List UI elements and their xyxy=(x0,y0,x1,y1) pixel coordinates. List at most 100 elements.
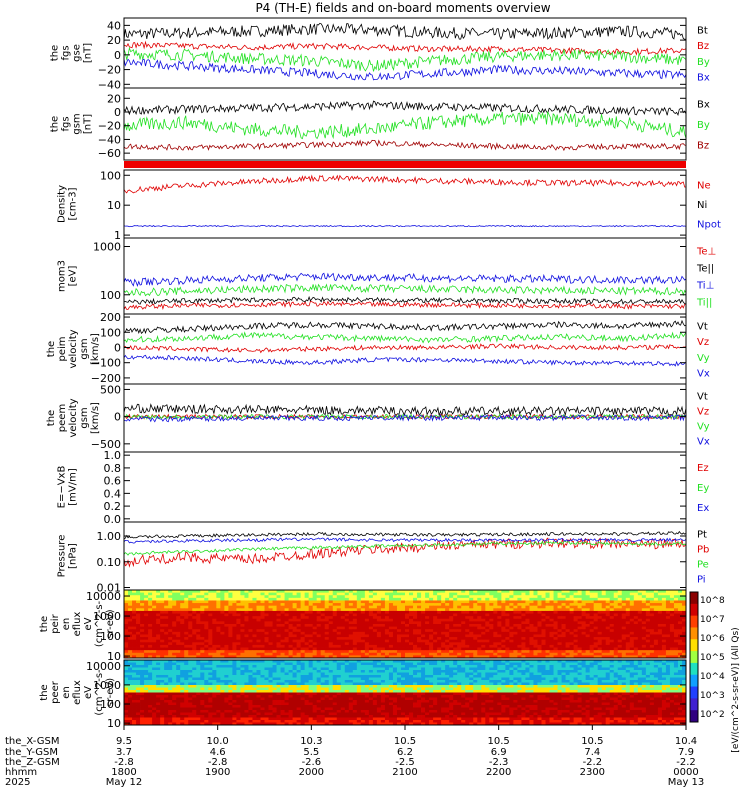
spectrogram-cell xyxy=(332,660,338,663)
spectrogram-cell xyxy=(421,621,426,625)
spectrogram-cell xyxy=(645,637,651,641)
legend-entry: Bz xyxy=(697,141,709,152)
spectrogram-cell xyxy=(228,652,233,656)
spectrogram-cell xyxy=(549,597,554,601)
spectrogram-cell xyxy=(469,652,474,656)
spectrogram-cell xyxy=(196,647,201,651)
spectrogram-cell xyxy=(561,637,566,641)
spectrogram-cell xyxy=(545,600,550,604)
spectrogram-cell xyxy=(336,672,342,676)
spectrogram-cell xyxy=(681,603,687,607)
spectrogram-cell xyxy=(352,670,358,673)
spectrogram-cell xyxy=(445,626,450,630)
spectrogram-cell xyxy=(232,595,237,599)
spectrogram-cell xyxy=(549,660,554,663)
spectrogram-cell xyxy=(485,675,490,678)
spectrogram-cell xyxy=(409,639,414,643)
spectrogram-cell xyxy=(284,603,289,607)
spectrogram-cell xyxy=(585,662,591,666)
spectrogram-cell xyxy=(260,624,265,628)
spectrogram-cell xyxy=(637,603,643,607)
spectrogram-cell xyxy=(304,605,310,609)
spectrogram-cell xyxy=(625,600,631,604)
spectrogram-cell xyxy=(477,624,482,628)
spectrogram-cell xyxy=(589,605,595,609)
spectrogram-cell xyxy=(413,613,418,617)
spectrogram-cell xyxy=(332,634,338,638)
spectrogram-cell xyxy=(557,626,562,630)
spectrogram-cell xyxy=(128,642,133,646)
spectrogram-cell xyxy=(553,677,558,681)
spectrogram-cell xyxy=(232,631,237,635)
spectrogram-cell xyxy=(152,629,157,633)
spectrogram-cell xyxy=(661,600,667,604)
spectrogram-cell xyxy=(441,650,446,654)
spectrogram-cell xyxy=(188,675,193,678)
spectrogram-cell xyxy=(244,675,249,678)
spectrogram-cell xyxy=(613,652,619,656)
spectrogram-cell xyxy=(449,610,454,614)
spectrogram-cell xyxy=(228,650,233,654)
spectrogram-cell xyxy=(529,605,534,609)
spectrogram-cell xyxy=(160,626,165,630)
spectrogram-cell xyxy=(633,662,639,666)
spectrogram-cell xyxy=(481,603,486,607)
spectrogram-cell xyxy=(316,670,322,673)
spectrogram-cell xyxy=(148,605,153,609)
spectrogram-cell xyxy=(617,626,623,630)
spectrogram-cell xyxy=(545,642,550,646)
spectrogram-cell xyxy=(425,637,430,641)
spectrogram-cell xyxy=(541,667,546,671)
spectrogram-cell xyxy=(208,675,213,678)
spectrogram-cell xyxy=(152,608,157,612)
spectrogram-cell xyxy=(673,600,679,604)
spectrogram-cell xyxy=(453,592,458,596)
spectrogram-cell xyxy=(348,626,354,630)
spectrogram-cell xyxy=(581,618,587,622)
spectrogram-cell xyxy=(244,631,249,635)
spectrogram-cell xyxy=(260,644,265,648)
spectrogram-cell xyxy=(144,650,149,654)
spectrogram-cell xyxy=(585,595,591,599)
spectrogram-cell xyxy=(156,624,161,628)
spectrogram-cell xyxy=(445,660,450,663)
spectrogram-cell xyxy=(328,613,334,617)
spectrogram-cell xyxy=(669,677,675,681)
spectrogram-cell xyxy=(597,600,603,604)
spectrogram-cell xyxy=(681,655,687,659)
spectrogram-cell xyxy=(180,600,185,604)
spectrogram-cell xyxy=(637,605,643,609)
spectrogram-cell xyxy=(505,665,510,668)
spectrogram-cell xyxy=(156,647,161,651)
spectrogram-cell xyxy=(328,595,334,599)
spectrogram-cell xyxy=(565,595,570,599)
spectrogram-cell xyxy=(533,595,538,599)
spectrogram-cell xyxy=(645,600,651,604)
spectrogram-cell xyxy=(549,637,554,641)
spectrogram-cell xyxy=(164,605,169,609)
spectrogram-cell xyxy=(533,667,538,671)
spectrogram-cell xyxy=(204,644,209,648)
spectrogram-cell xyxy=(497,675,502,678)
spectrogram-cell xyxy=(300,667,306,671)
spectrogram-cell xyxy=(589,677,595,681)
spectrogram-cell xyxy=(545,629,550,633)
spectrogram-cell xyxy=(216,662,221,666)
spectrogram-cell xyxy=(324,642,330,646)
spectrogram-cell xyxy=(160,592,165,596)
spectrogram-cell xyxy=(132,634,137,638)
spectrogram-cell xyxy=(324,677,330,681)
spectrogram-cell xyxy=(288,631,293,635)
spectrogram-cell xyxy=(449,608,454,612)
spectrogram-cell xyxy=(252,655,257,659)
spectrogram-cell xyxy=(136,608,141,612)
spectrogram-cell xyxy=(545,644,550,648)
spectrogram-cell xyxy=(517,655,522,659)
spectrogram-cell xyxy=(585,672,591,676)
spectrogram-cell xyxy=(577,637,583,641)
spectrogram-cell xyxy=(497,603,502,607)
spectrogram-cell xyxy=(649,634,655,638)
legend-entry: Ti|| xyxy=(696,297,712,308)
spectrogram-cell xyxy=(384,613,390,617)
spectrogram-cell xyxy=(160,652,165,656)
